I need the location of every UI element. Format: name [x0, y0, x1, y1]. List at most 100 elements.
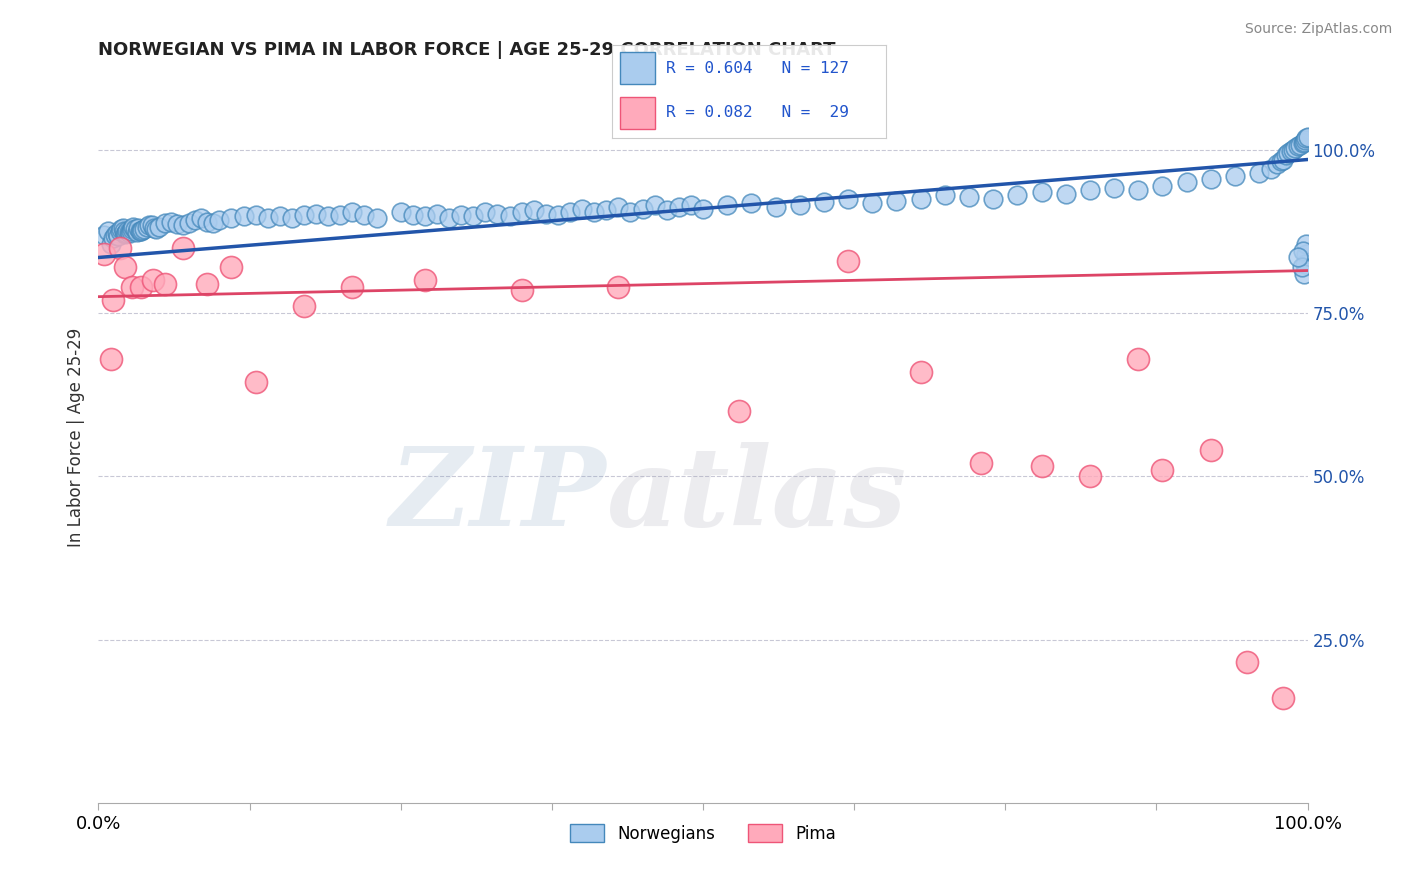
Point [1031, 459, 1053, 474]
Point [145, 221, 167, 235]
Point [107, 229, 129, 244]
Point [110, 222, 132, 236]
Bar [620, 97, 655, 129]
Point [1128, 183, 1150, 197]
Point [221, 211, 243, 226]
Point [1279, 144, 1302, 158]
Point [571, 202, 593, 216]
Point [716, 198, 738, 212]
Point [547, 208, 569, 222]
Point [413, 210, 436, 224]
Point [1267, 157, 1289, 171]
Point [837, 192, 859, 206]
Point [1272, 691, 1295, 706]
Point [607, 200, 630, 214]
Point [1007, 188, 1029, 202]
Point [558, 204, 581, 219]
Point [124, 222, 146, 236]
Point [141, 219, 163, 233]
Point [195, 277, 218, 291]
Point [256, 211, 278, 226]
Point [1199, 443, 1222, 458]
Point [426, 207, 449, 221]
Point [190, 211, 212, 226]
Point [910, 365, 932, 379]
Point [153, 277, 176, 291]
Point [127, 225, 149, 239]
Bar [620, 52, 655, 84]
Point [450, 208, 472, 222]
Point [463, 210, 485, 224]
Point [1152, 178, 1174, 193]
Point [1295, 247, 1317, 261]
Legend: Norwegians, Pima: Norwegians, Pima [564, 818, 842, 849]
Text: R = 0.082   N =  29: R = 0.082 N = 29 [666, 105, 849, 120]
Point [813, 194, 835, 209]
Point [93, 227, 115, 242]
Point [619, 204, 641, 219]
Point [118, 225, 141, 239]
Point [121, 280, 143, 294]
Point [679, 198, 702, 212]
Point [118, 227, 141, 241]
Point [111, 221, 134, 235]
Point [1286, 251, 1309, 265]
Point [1102, 180, 1125, 194]
Point [245, 375, 267, 389]
Point [93, 247, 115, 261]
Point [129, 224, 152, 238]
Point [134, 222, 156, 236]
Point [1286, 139, 1309, 153]
Point [1223, 169, 1246, 183]
Point [981, 192, 1004, 206]
Point [97, 224, 120, 238]
Point [413, 273, 436, 287]
Point [114, 260, 136, 275]
Point [1294, 133, 1316, 147]
Point [1152, 463, 1174, 477]
Point [1270, 154, 1292, 169]
Point [114, 227, 136, 241]
Point [1272, 153, 1295, 167]
Point [232, 210, 254, 224]
Point [934, 188, 956, 202]
Text: R = 0.604   N = 127: R = 0.604 N = 127 [666, 61, 849, 76]
Point [104, 227, 127, 242]
Text: NORWEGIAN VS PIMA IN LABOR FORCE | AGE 25-29 CORRELATION CHART: NORWEGIAN VS PIMA IN LABOR FORCE | AGE 2… [98, 41, 837, 59]
Point [245, 208, 267, 222]
Point [1175, 175, 1198, 189]
Text: Source: ZipAtlas.com: Source: ZipAtlas.com [1244, 22, 1392, 37]
Point [1031, 185, 1053, 199]
Point [208, 213, 231, 227]
Point [131, 223, 153, 237]
Point [1292, 135, 1315, 149]
Point [108, 241, 131, 255]
Point [1128, 351, 1150, 366]
Point [1289, 137, 1312, 152]
Point [389, 204, 412, 219]
Point [837, 253, 859, 268]
Point [970, 456, 993, 470]
Point [1275, 148, 1298, 162]
Point [1260, 162, 1282, 177]
Point [316, 210, 339, 224]
Point [292, 208, 315, 222]
Point [402, 208, 425, 222]
Point [153, 216, 176, 230]
Point [172, 218, 194, 232]
Point [957, 190, 980, 204]
Point [1296, 129, 1319, 144]
Point [122, 219, 145, 234]
Point [1249, 165, 1271, 179]
Point [765, 200, 787, 214]
Point [172, 241, 194, 255]
Point [1291, 260, 1313, 275]
Point [1078, 469, 1101, 483]
Point [108, 224, 131, 238]
Point [644, 198, 666, 212]
Point [1292, 267, 1315, 281]
Point [127, 221, 149, 235]
Point [184, 213, 207, 227]
Point [166, 217, 188, 231]
Point [631, 202, 654, 216]
